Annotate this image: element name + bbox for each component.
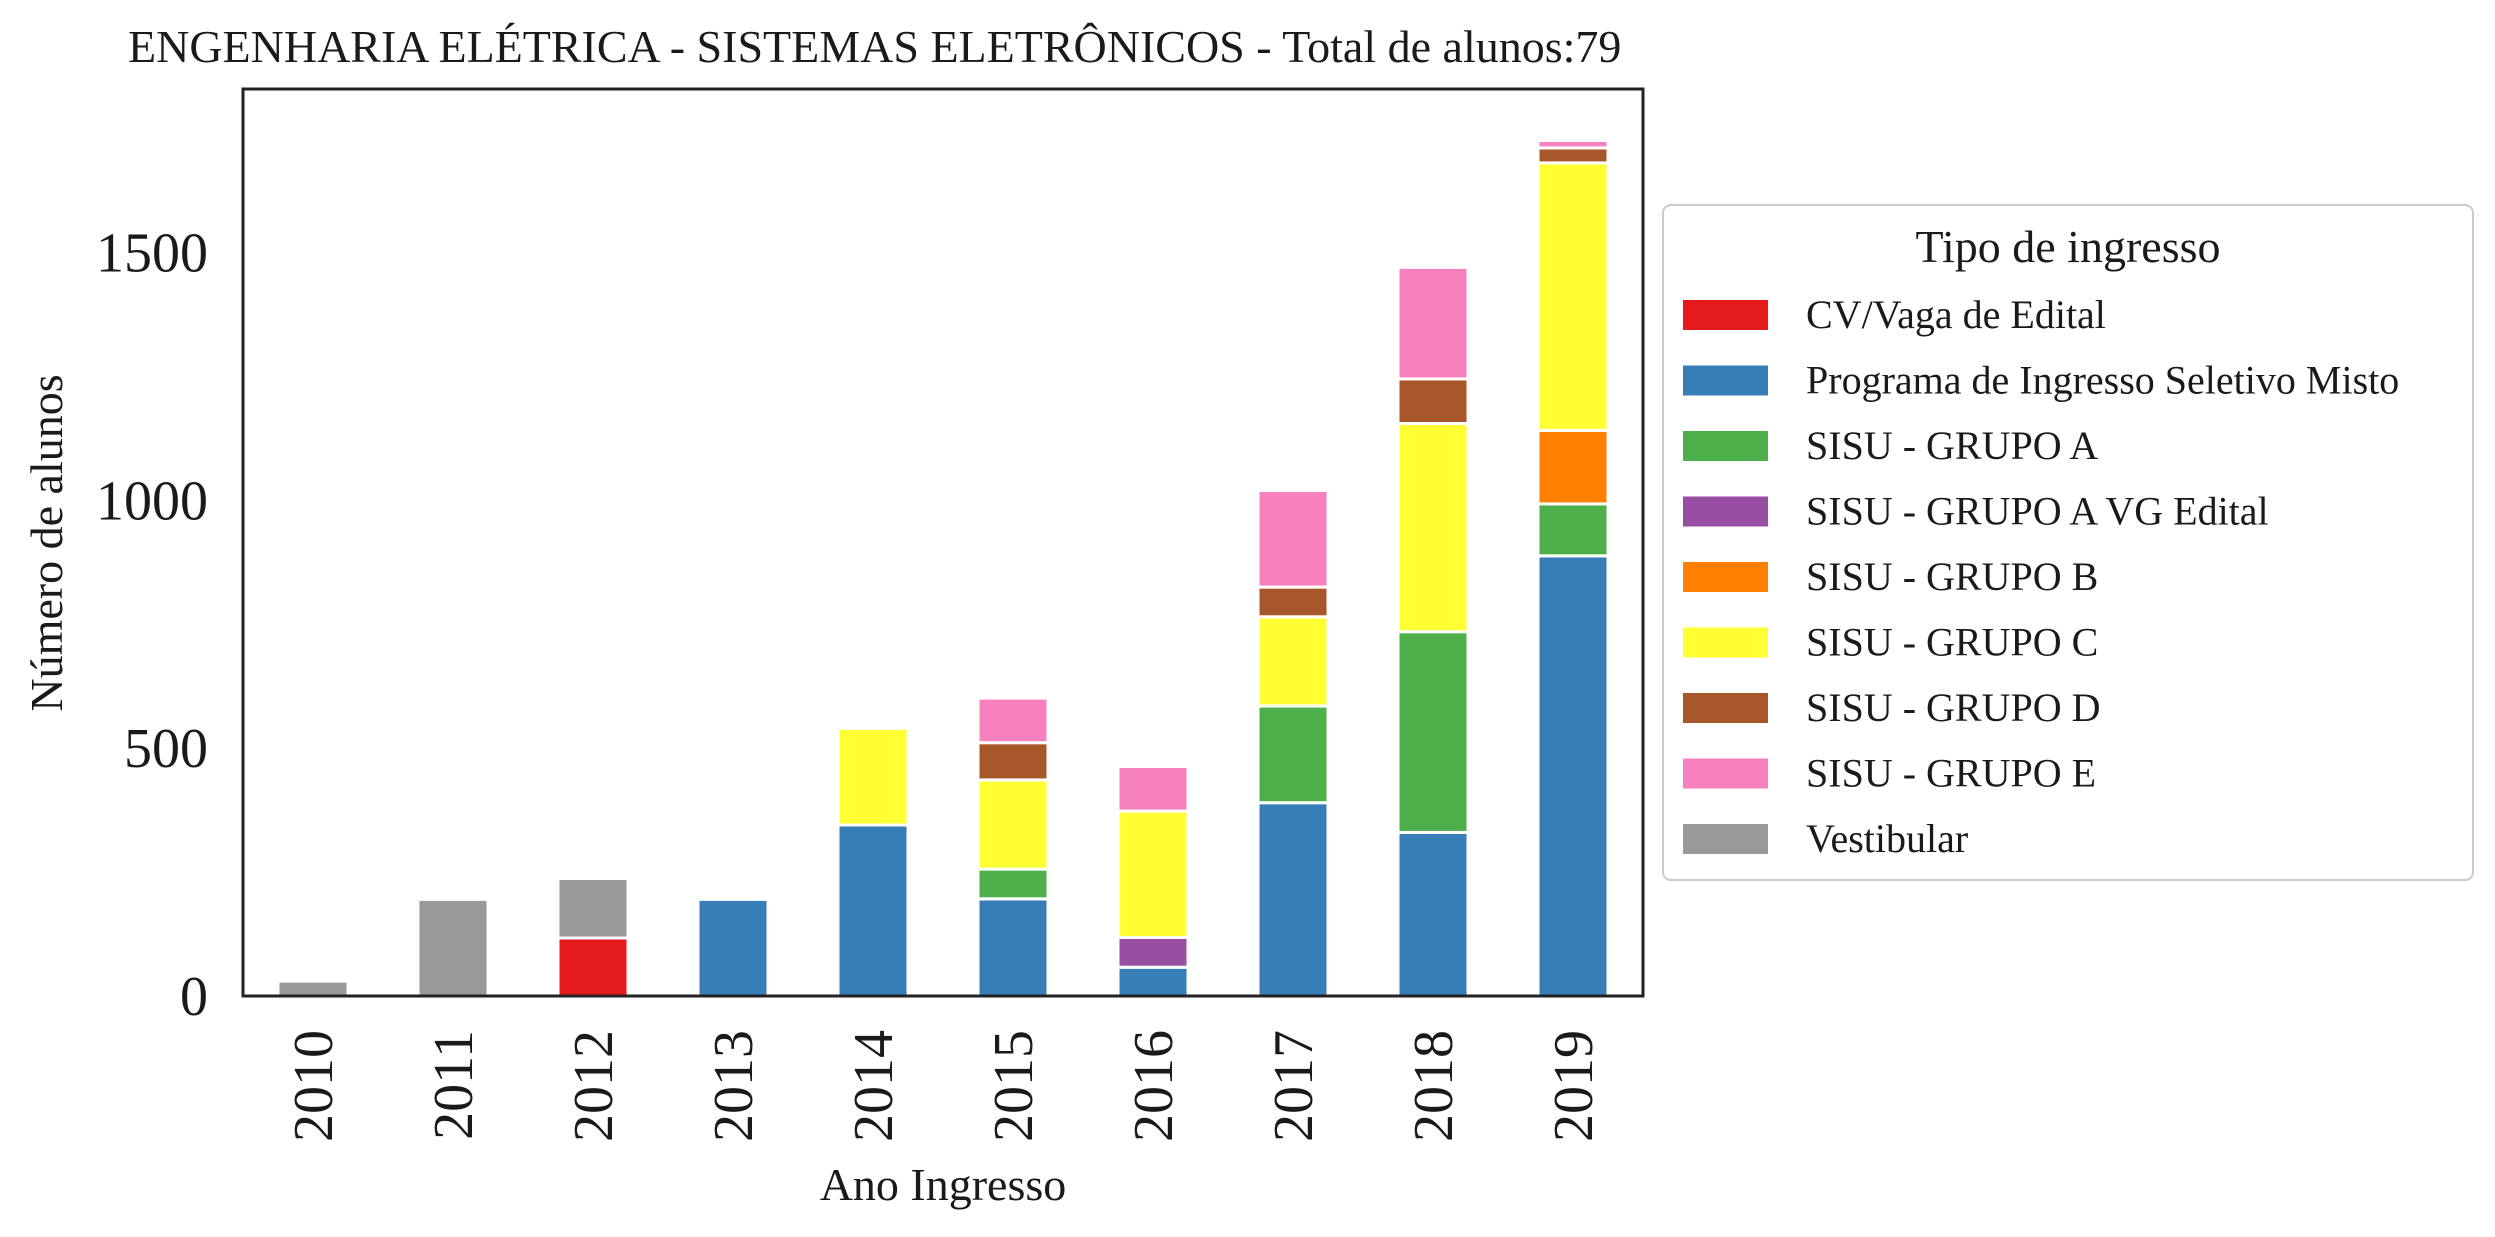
bar-2016-sisu-grupo-c [1116,809,1190,939]
y-axis-ticks: 0 500 1000 1500 [96,223,208,1028]
bar-2016-sisu-grupo-a-vg-edital [1116,936,1190,969]
x-tick-label-2015: 2015 [983,1030,1045,1142]
bar-2019-sisu-grupo-a [1536,502,1610,558]
legend-label-vestibular: Vestibular [1806,816,1968,861]
x-tick-label-2017: 2017 [1263,1030,1325,1142]
x-tick-label-2014: 2014 [843,1030,905,1142]
bar-2015-sisu-grupo-d [976,741,1050,782]
bar-2019-sisu-grupo-d [1536,146,1610,165]
x-axis-label: Ano Ingresso [820,1159,1067,1210]
y-tick-label-1000: 1000 [96,470,208,532]
bar-2018-sisu-grupo-a [1396,630,1470,834]
y-tick-label-0: 0 [180,966,208,1028]
bar-2011-vestibular [416,897,490,998]
legend-swatch-sisu-grupo-b [1683,562,1768,592]
plot-frame [241,87,1645,998]
bar-2015-sisu-grupo-e [976,696,1050,745]
y-tick-label-1500: 1500 [96,223,208,285]
bar-2015-sisu-grupo-a [976,867,1050,901]
bar-2017-sisu-grupo-c [1256,615,1330,708]
bar-2017-programa-de-ingresso-seletivo-misto [1256,801,1330,998]
legend-label-sisu-grupo-e: SISU - GRUPO E [1806,751,2096,796]
bar-2017-sisu-grupo-d [1256,585,1330,619]
bar-2012-vestibular [556,877,630,940]
bar-2012-cv-vaga-de-edital [556,936,630,998]
x-tick-label-2019: 2019 [1543,1030,1605,1142]
x-tick-label-2012: 2012 [563,1030,625,1142]
bar-2010-vestibular [276,979,350,998]
y-axis-label: Número de alunos [21,374,72,711]
x-tick-label-2016: 2016 [1123,1030,1185,1142]
legend-frame [1662,204,2474,881]
x-tick-label-2011: 2011 [423,1030,485,1140]
bar-2019-sisu-grupo-e [1536,139,1610,150]
bar-2018-sisu-grupo-c [1396,422,1470,634]
legend-swatch-sisu-grupo-d [1683,693,1768,723]
bar-2018-programa-de-ingresso-seletivo-misto [1396,830,1470,998]
legend: Tipo de ingresso CV/Vaga de Edital Progra… [1662,204,2474,881]
bar-2017-sisu-grupo-e [1256,489,1330,589]
bar-2015-sisu-grupo-c [976,778,1050,871]
bar-2018-sisu-grupo-e [1396,265,1470,381]
legend-swatch-vestibular [1683,824,1768,854]
bar-2017-sisu-grupo-a [1256,704,1330,805]
bar-2019-sisu-grupo-c [1536,161,1610,432]
x-tick-label-2018: 2018 [1403,1030,1465,1142]
bar-2018-sisu-grupo-d [1396,377,1470,425]
chart-title: ENGENHARIA ELÉTRICA - SISTEMAS ELETRÔNIC… [128,21,1621,72]
legend-label-sisu-grupo-d: SISU - GRUPO D [1806,685,2101,730]
legend-swatch-sisu-grupo-a-vg-edital [1683,496,1768,527]
legend-swatch-cv-vaga-de-edital [1683,300,1768,330]
bar-2016-programa-de-ingresso-seletivo-misto [1116,965,1190,998]
legend-label-sisu-grupo-a: SISU - GRUPO A [1806,423,2098,468]
legend-swatch-programa-de-ingresso-seletivo-misto [1683,365,1768,396]
bar-2016-sisu-grupo-e [1116,765,1190,813]
legend-title: Tipo de ingresso [1916,221,2221,272]
legend-label-sisu-grupo-a-vg-edital: SISU - GRUPO A VG Edital [1806,489,2269,534]
x-tick-label-2010: 2010 [283,1030,345,1142]
legend-label-sisu-grupo-b: SISU - GRUPO B [1806,554,2098,599]
bar-2013-programa-de-ingresso-seletivo-misto [696,897,770,998]
bar-2019-programa-de-ingresso-seletivo-misto [1536,554,1610,998]
bar-2015-programa-de-ingresso-seletivo-misto [976,897,1050,998]
legend-swatch-sisu-grupo-a [1683,431,1768,461]
bar-2019-sisu-grupo-b [1536,429,1610,506]
bars-layer [276,139,1610,998]
legend-label-sisu-grupo-c: SISU - GRUPO C [1806,620,2098,665]
legend-label-programa-de-ingresso-seletivo-misto: Programa de Ingresso Seletivo Misto [1806,358,2399,403]
legend-label-cv-vaga-de-edital: CV/Vaga de Edital [1806,292,2106,337]
legend-swatch-sisu-grupo-c [1683,627,1768,658]
x-axis-ticks: 2010 2011 2012 2013 2014 2015 2016 2017 2018 2019 [283,1030,1605,1142]
legend-swatch-sisu-grupo-e [1683,758,1768,789]
legend-items: CV/Vaga de Edital Programa de Ingresso Se… [1683,292,2399,861]
y-tick-label-500: 500 [124,718,208,780]
x-tick-label-2013: 2013 [703,1030,765,1142]
bar-2014-programa-de-ingresso-seletivo-misto [836,823,910,998]
bar-2014-sisu-grupo-c [836,726,910,827]
